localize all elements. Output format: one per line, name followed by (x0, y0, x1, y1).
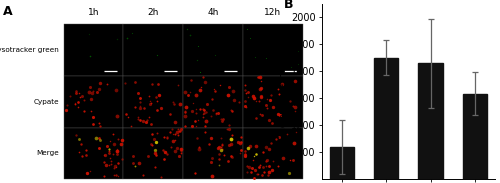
Bar (463, 94, 487, 183)
Text: 4h: 4h (208, 8, 219, 17)
Bar (124, 24, 183, 76)
Bar (243, 128, 303, 179)
Text: 2h: 2h (148, 8, 159, 17)
Bar (330, 147, 354, 183)
Bar (418, 63, 443, 183)
Bar (374, 58, 398, 183)
Text: 12h: 12h (264, 8, 281, 17)
Bar (64, 24, 124, 76)
Bar (183, 76, 243, 128)
Text: Lysotracker green: Lysotracker green (0, 47, 59, 53)
Bar (64, 128, 124, 179)
Bar (183, 24, 243, 76)
Bar (183, 128, 243, 179)
Text: Cypate: Cypate (34, 99, 59, 105)
Text: 1h: 1h (88, 8, 100, 17)
Text: A: A (3, 5, 13, 18)
Bar (243, 76, 303, 128)
Bar (243, 24, 303, 76)
Text: Merge: Merge (36, 150, 59, 156)
Y-axis label: Fluorescence intensity: Fluorescence intensity (280, 43, 288, 140)
Bar (124, 76, 183, 128)
Text: B: B (284, 0, 294, 11)
Bar (64, 76, 124, 128)
Bar (124, 128, 183, 179)
